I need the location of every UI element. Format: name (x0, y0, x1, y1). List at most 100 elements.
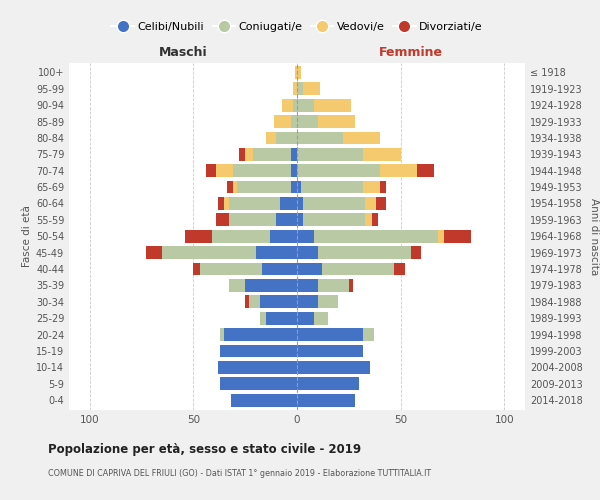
Bar (295, 66, 297, 78)
Bar (245, 148, 253, 160)
Bar (291, 164, 297, 177)
Bar (230, 394, 297, 406)
Bar (253, 148, 291, 160)
Bar (224, 328, 297, 341)
Bar (206, 164, 216, 177)
Bar (297, 230, 314, 242)
Bar (364, 328, 374, 341)
Bar (276, 132, 297, 144)
Bar (250, 296, 260, 308)
Bar (280, 197, 297, 210)
Bar (262, 262, 297, 276)
Bar (417, 164, 434, 177)
Bar (216, 214, 229, 226)
Bar (266, 312, 297, 324)
Bar (274, 115, 291, 128)
Bar (411, 246, 421, 259)
Bar (314, 312, 328, 324)
Bar (376, 197, 386, 210)
Text: Popolazione per età, sesso e stato civile - 2019: Popolazione per età, sesso e stato civil… (48, 442, 361, 456)
Bar (297, 214, 303, 226)
Bar (365, 197, 376, 210)
Bar (200, 262, 262, 276)
Bar (216, 164, 233, 177)
Bar (233, 164, 291, 177)
Bar (218, 361, 297, 374)
Bar (318, 115, 355, 128)
Bar (301, 180, 364, 194)
Bar (297, 180, 301, 194)
Bar (297, 361, 370, 374)
Bar (297, 197, 303, 210)
Bar (314, 98, 351, 112)
Bar (260, 312, 266, 324)
Bar (283, 98, 293, 112)
Bar (365, 214, 371, 226)
Bar (297, 164, 380, 177)
Bar (380, 164, 417, 177)
Bar (297, 98, 314, 112)
Text: Femmine: Femmine (379, 46, 443, 59)
Bar (220, 344, 297, 358)
Bar (218, 197, 224, 210)
Bar (343, 132, 380, 144)
Bar (297, 148, 364, 160)
Bar (297, 115, 318, 128)
Bar (276, 214, 297, 226)
Bar (245, 296, 250, 308)
Bar (291, 115, 297, 128)
Bar (297, 296, 318, 308)
Bar (220, 328, 224, 341)
Bar (297, 328, 364, 341)
Bar (220, 378, 297, 390)
Bar (229, 214, 276, 226)
Bar (162, 246, 256, 259)
Bar (303, 214, 365, 226)
Bar (224, 197, 229, 210)
Bar (380, 180, 386, 194)
Bar (322, 262, 394, 276)
Bar (291, 148, 297, 160)
Bar (314, 230, 438, 242)
Bar (297, 246, 318, 259)
Bar (297, 344, 364, 358)
Bar (193, 262, 200, 276)
Bar (293, 82, 297, 95)
Bar (270, 230, 297, 242)
Bar (297, 378, 359, 390)
Bar (146, 246, 162, 259)
Text: Maschi: Maschi (158, 46, 208, 59)
Bar (318, 296, 338, 308)
Bar (438, 230, 444, 242)
Bar (297, 82, 303, 95)
Y-axis label: Fasce di età: Fasce di età (22, 206, 32, 267)
Bar (245, 279, 297, 292)
Bar (239, 148, 245, 160)
Bar (297, 66, 301, 78)
Bar (394, 262, 405, 276)
Bar (291, 180, 297, 194)
Bar (212, 230, 270, 242)
Bar (256, 246, 297, 259)
Bar (260, 296, 297, 308)
Bar (266, 132, 276, 144)
Bar (444, 230, 471, 242)
Bar (297, 262, 322, 276)
Y-axis label: Anni di nascita: Anni di nascita (589, 198, 599, 275)
Bar (303, 197, 365, 210)
Bar (293, 98, 297, 112)
Bar (349, 279, 353, 292)
Bar (229, 279, 245, 292)
Bar (227, 180, 233, 194)
Bar (364, 180, 380, 194)
Bar (237, 180, 291, 194)
Text: COMUNE DI CAPRIVA DEL FRIULI (GO) - Dati ISTAT 1° gennaio 2019 - Elaborazione TU: COMUNE DI CAPRIVA DEL FRIULI (GO) - Dati… (48, 469, 431, 478)
Bar (185, 230, 212, 242)
Bar (303, 82, 320, 95)
Bar (318, 246, 411, 259)
Bar (297, 394, 355, 406)
Bar (364, 148, 401, 160)
Bar (233, 180, 237, 194)
Bar (318, 279, 349, 292)
Bar (297, 132, 343, 144)
